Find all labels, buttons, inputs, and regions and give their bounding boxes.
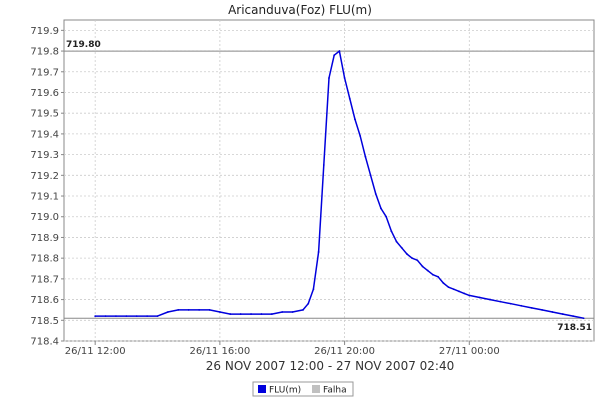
data-point bbox=[478, 296, 481, 299]
data-point bbox=[452, 288, 455, 291]
data-point bbox=[468, 294, 471, 297]
y-tick-label: 718.6 bbox=[30, 295, 59, 306]
data-point bbox=[322, 164, 325, 166]
legend-box bbox=[252, 381, 354, 397]
data-point bbox=[442, 282, 445, 284]
data-point bbox=[94, 315, 97, 318]
data-point bbox=[411, 257, 414, 260]
data-point bbox=[437, 275, 440, 278]
y-tick-label: 719.4 bbox=[30, 129, 59, 140]
data-point bbox=[458, 290, 460, 293]
data-point bbox=[421, 265, 424, 268]
data-point bbox=[104, 315, 107, 318]
data-point bbox=[380, 207, 382, 210]
data-point bbox=[239, 313, 242, 315]
data-point bbox=[582, 317, 585, 320]
data-point bbox=[317, 251, 320, 253]
data-point bbox=[125, 315, 128, 318]
data-point bbox=[499, 300, 502, 303]
data-point bbox=[561, 313, 564, 315]
data-point bbox=[135, 315, 138, 318]
data-point bbox=[530, 306, 533, 309]
y-tick-label: 718.9 bbox=[30, 233, 59, 244]
data-point bbox=[463, 292, 465, 295]
x-tick-label: 26/11 16:00 bbox=[189, 346, 250, 357]
y-tick-label: 719.7 bbox=[30, 67, 59, 78]
data-point bbox=[146, 315, 149, 318]
data-point bbox=[302, 309, 304, 311]
data-point bbox=[432, 273, 434, 276]
data-point bbox=[218, 311, 221, 313]
data-point bbox=[115, 315, 117, 318]
y-tick-label: 718.5 bbox=[30, 316, 59, 327]
data-point bbox=[354, 118, 356, 121]
data-point bbox=[541, 309, 543, 311]
y-tick-label: 719.6 bbox=[30, 88, 59, 99]
reference-line-label: 719.80 bbox=[66, 40, 101, 50]
data-point bbox=[359, 135, 362, 137]
x-tick-label: 26/11 12:00 bbox=[65, 346, 126, 357]
legend-label: FLU(m) bbox=[269, 386, 301, 396]
data-point bbox=[447, 286, 450, 289]
plot-background bbox=[63, 19, 595, 342]
y-tick-label: 718.7 bbox=[30, 274, 59, 285]
data-point bbox=[229, 313, 232, 315]
data-point bbox=[307, 302, 310, 305]
data-point bbox=[374, 193, 377, 195]
data-point bbox=[291, 311, 294, 313]
y-tick-label: 718.4 bbox=[30, 337, 59, 348]
data-point bbox=[281, 311, 284, 313]
plot-area bbox=[61, 19, 595, 345]
data-point bbox=[328, 77, 330, 79]
data-point bbox=[520, 304, 523, 307]
data-point bbox=[260, 313, 263, 315]
data-point bbox=[489, 298, 491, 301]
x-tick-label: 27/11 00:00 bbox=[439, 346, 500, 357]
y-tick-label: 719.0 bbox=[30, 212, 59, 223]
y-tick-label: 719.1 bbox=[30, 192, 59, 203]
data-point bbox=[426, 269, 429, 272]
data-point bbox=[390, 230, 393, 233]
data-point bbox=[416, 259, 419, 262]
data-point bbox=[208, 309, 211, 311]
legend-swatch bbox=[258, 385, 266, 393]
y-tick-label: 719.5 bbox=[30, 109, 59, 120]
data-point bbox=[364, 155, 367, 158]
data-point bbox=[400, 246, 403, 249]
y-tick-label: 719.8 bbox=[30, 47, 59, 58]
y-tick-label: 718.8 bbox=[30, 254, 59, 265]
legend-label: Falha bbox=[323, 386, 347, 396]
data-point bbox=[572, 315, 575, 318]
data-point bbox=[177, 309, 180, 311]
data-point bbox=[509, 302, 512, 305]
data-point bbox=[250, 313, 252, 315]
data-point bbox=[312, 288, 315, 291]
legend: FLU(m) Falha bbox=[252, 381, 354, 397]
data-point bbox=[385, 215, 388, 218]
data-point bbox=[348, 97, 351, 100]
data-point bbox=[270, 313, 273, 315]
x-tick-label: 26/11 20:00 bbox=[314, 346, 375, 357]
reference-line-label: 718.51 bbox=[557, 323, 592, 333]
y-tick-label: 719.9 bbox=[30, 26, 59, 37]
data-point bbox=[167, 311, 169, 313]
data-point bbox=[198, 309, 200, 311]
y-tick-label: 719.2 bbox=[30, 171, 59, 182]
date-range-label: 26 NOV 2007 12:00 - 27 NOV 2007 02:40 bbox=[206, 359, 454, 373]
y-tick-label: 719.3 bbox=[30, 150, 59, 161]
data-point bbox=[343, 77, 346, 79]
data-point bbox=[156, 315, 159, 318]
data-point bbox=[338, 50, 341, 52]
data-point bbox=[551, 311, 554, 313]
data-point bbox=[406, 253, 408, 255]
chart-title: Aricanduva(Foz) FLU(m) bbox=[228, 3, 372, 17]
data-point bbox=[187, 309, 190, 311]
data-point bbox=[395, 240, 398, 243]
data-point bbox=[333, 54, 336, 57]
series-line-flu bbox=[95, 50, 584, 319]
data-point bbox=[369, 174, 372, 177]
legend-swatch bbox=[312, 385, 320, 393]
